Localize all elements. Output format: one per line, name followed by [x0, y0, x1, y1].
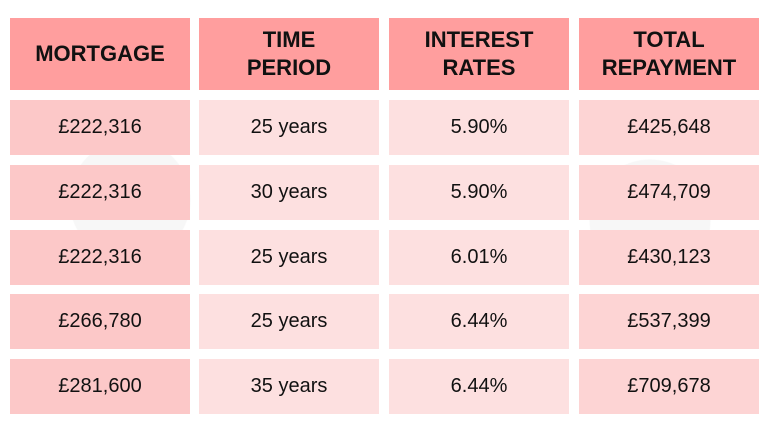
table-cell-text: 5.90% [450, 116, 508, 138]
table-cell-text: £281,600 [58, 375, 142, 397]
table-cell: 6.44% [389, 294, 569, 349]
table-cell: £425,648 [579, 100, 759, 155]
table-cell-text: £425,648 [627, 116, 711, 138]
table-cell-text: 25 years [250, 310, 328, 332]
header-cell-text: TOTAL REPAYMENT [601, 27, 737, 80]
table-cell-text: £537,399 [627, 310, 711, 332]
table-cell: £222,316 [10, 165, 190, 220]
table-cell: 6.44% [389, 359, 569, 414]
table-cell: 6.01% [389, 230, 569, 285]
table-cell-text: £222,316 [58, 116, 142, 138]
table-cell-text: 35 years [250, 375, 328, 397]
table-cell: £281,600 [10, 359, 190, 414]
table-cell: £474,709 [579, 165, 759, 220]
table-cell: £709,678 [579, 359, 759, 414]
table-cell-text: £266,780 [58, 310, 142, 332]
header-cell: TOTAL REPAYMENT [579, 18, 759, 90]
header-cell: TIME PERIOD [199, 18, 379, 90]
table-cell: £222,316 [10, 100, 190, 155]
table-cell: 30 years [199, 165, 379, 220]
header-cell: INTEREST RATES [389, 18, 569, 90]
table-cell-text: 30 years [250, 181, 328, 203]
table-cell: 5.90% [389, 100, 569, 155]
table-cell: £222,316 [10, 230, 190, 285]
table-cell: 25 years [199, 100, 379, 155]
table-cell: 25 years [199, 230, 379, 285]
table-cell-text: 6.44% [450, 375, 508, 397]
table-cell-text: 6.01% [450, 246, 508, 268]
table-cell: 35 years [199, 359, 379, 414]
table-cell-text: £430,123 [627, 246, 711, 268]
table-cell-text: £474,709 [627, 181, 711, 203]
table-cell: £430,123 [579, 230, 759, 285]
table-cell-text: £222,316 [58, 246, 142, 268]
table-cell: 5.90% [389, 165, 569, 220]
header-cell-text: TIME PERIOD [246, 27, 332, 80]
table-cell-text: 6.44% [450, 310, 508, 332]
table-cell: 25 years [199, 294, 379, 349]
header-cell: MORTGAGE [10, 18, 190, 90]
table-cell-text: £709,678 [627, 375, 711, 397]
table-cell: £537,399 [579, 294, 759, 349]
header-cell-text: MORTGAGE [35, 41, 165, 66]
table-cell-text: 5.90% [450, 181, 508, 203]
table-cell-text: 25 years [250, 246, 328, 268]
table-cell-text: 25 years [250, 116, 328, 138]
table-cell-text: £222,316 [58, 181, 142, 203]
table-cell: £266,780 [10, 294, 190, 349]
header-cell-text: INTEREST RATES [424, 27, 534, 80]
